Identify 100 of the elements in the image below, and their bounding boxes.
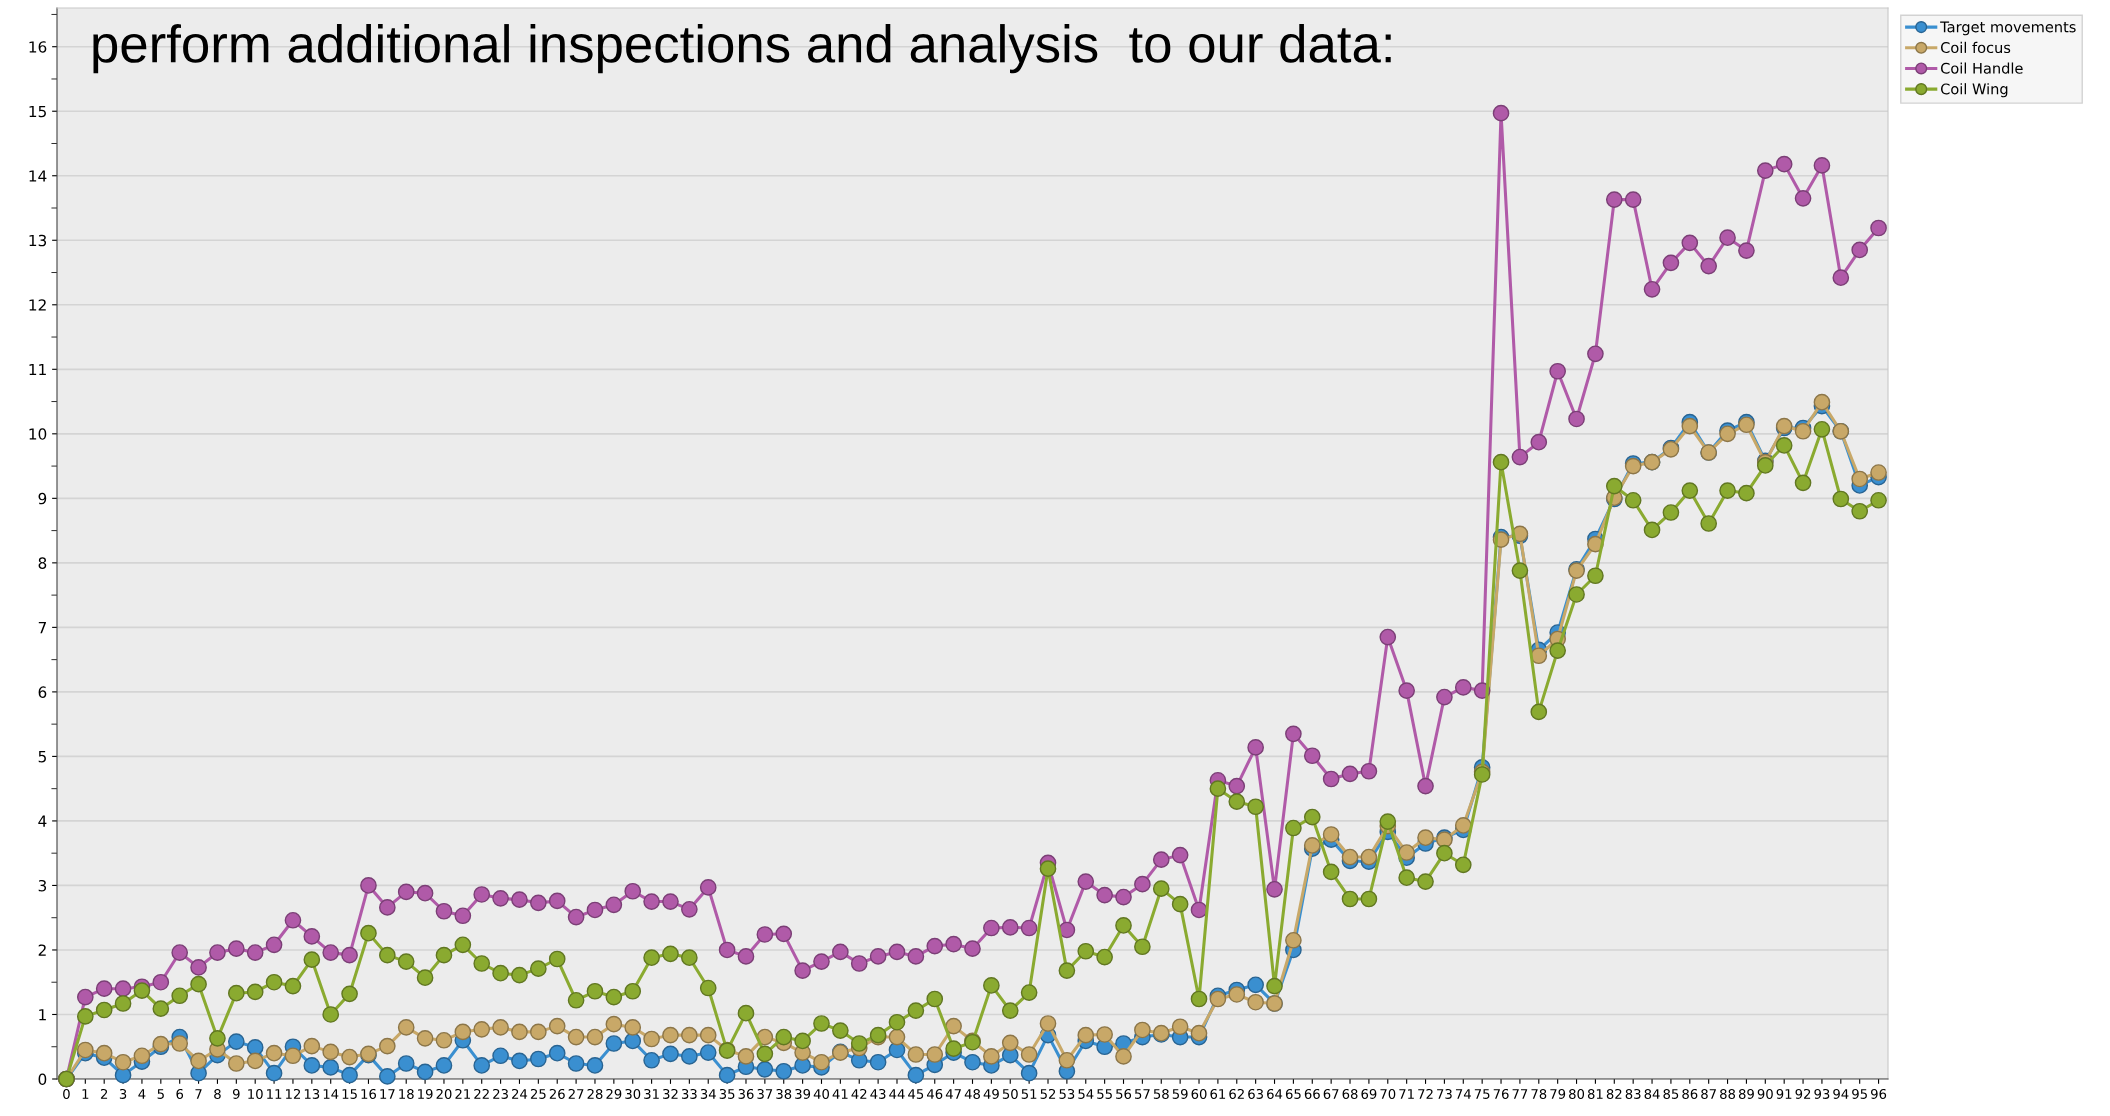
x-tick-label: 22 — [474, 1088, 489, 1099]
x-tick-label: 81 — [1587, 1088, 1603, 1099]
x-tick-label: 19 — [418, 1088, 433, 1099]
x-tick-label: 4 — [138, 1089, 146, 1099]
x-tick-label: 7 — [195, 1089, 202, 1099]
x-tick-label: 89 — [1738, 1088, 1754, 1099]
x-tick-label: 11 — [267, 1089, 282, 1099]
y-tick-label: 12 — [29, 299, 46, 311]
x-tick-label: 30 — [625, 1088, 641, 1099]
x-tick-label: 28 — [587, 1088, 603, 1099]
x-tick-label: 73 — [1437, 1088, 1452, 1099]
x-tick-label: 90 — [1757, 1088, 1773, 1099]
x-tick-label: 56 — [1116, 1088, 1132, 1099]
x-tick-label: 87 — [1701, 1088, 1716, 1099]
chart-title: perform additional inspections and analysis to our data: — [93, 24, 1391, 74]
x-tick-label: 74 — [1455, 1089, 1471, 1099]
x-tick-label: 12 — [286, 1088, 301, 1099]
x-tick-label: 96 — [1871, 1088, 1887, 1099]
x-tick-label: 39 — [795, 1088, 811, 1099]
x-tick-label: 5 — [157, 1089, 164, 1099]
x-tick-label: 82 — [1606, 1088, 1622, 1099]
x-tick-label: 60 — [1191, 1088, 1207, 1099]
x-tick-label: 8 — [214, 1088, 221, 1099]
y-tick-label: 13 — [29, 234, 47, 247]
x-tick-label: 37 — [757, 1088, 773, 1099]
x-tick-label: 27 — [568, 1088, 584, 1099]
x-tick-label: 38 — [776, 1088, 792, 1099]
x-tick-label: 65 — [1285, 1088, 1301, 1099]
x-tick-label: 29 — [606, 1088, 622, 1099]
x-tick-label: 16 — [361, 1088, 377, 1099]
y-tick-label: 3 — [38, 879, 47, 892]
legend-label: Coil Handle — [1940, 62, 2023, 74]
x-tick-label: 63 — [1248, 1088, 1263, 1099]
x-tick-label: 32 — [663, 1088, 678, 1099]
x-tick-label: 10 — [248, 1088, 263, 1099]
x-tick-label: 45 — [908, 1089, 924, 1099]
x-tick-label: 61 — [1210, 1088, 1226, 1099]
x-tick-label: 40 — [813, 1088, 830, 1099]
x-tick-label: 78 — [1531, 1088, 1547, 1099]
x-tick-label: 76 — [1493, 1088, 1509, 1099]
x-tick-label: 95 — [1852, 1088, 1867, 1099]
y-tick-label: 8 — [38, 557, 47, 569]
x-tick-label: 70 — [1380, 1088, 1396, 1099]
x-tick-label: 86 — [1682, 1088, 1698, 1099]
x-tick-label: 88 — [1720, 1088, 1736, 1099]
x-tick-label: 58 — [1153, 1088, 1169, 1099]
x-tick-label: 79 — [1550, 1088, 1566, 1099]
x-tick-label: 31 — [644, 1088, 659, 1099]
x-tick-label: 55 — [1097, 1089, 1112, 1099]
x-tick-label: 84 — [1644, 1088, 1660, 1099]
x-tick-label: 85 — [1663, 1088, 1679, 1099]
x-tick-label: 43 — [870, 1088, 886, 1099]
x-tick-label: 24 — [512, 1088, 528, 1099]
y-tick-label: 9 — [38, 492, 47, 505]
x-tick-label: 68 — [1342, 1088, 1358, 1099]
x-tick-label: 50 — [1002, 1088, 1018, 1099]
x-tick-label: 15 — [342, 1089, 357, 1099]
x-tick-label: 57 — [1135, 1089, 1150, 1099]
x-tick-label: 20 — [436, 1088, 452, 1099]
x-tick-label: 36 — [738, 1088, 754, 1099]
x-tick-label: 67 — [1323, 1088, 1339, 1099]
x-tick-label: 59 — [1172, 1088, 1188, 1099]
x-tick-label: 25 — [530, 1088, 546, 1099]
y-tick-label: 2 — [38, 944, 46, 956]
x-tick-label: 91 — [1776, 1088, 1792, 1099]
y-tick-label: 15 — [29, 105, 46, 118]
x-tick-label: 3 — [119, 1088, 127, 1099]
x-tick-label: 0 — [63, 1088, 70, 1099]
x-tick-label: 75 — [1474, 1089, 1490, 1099]
x-tick-label: 2 — [100, 1088, 108, 1099]
x-tick-label: 33 — [681, 1088, 697, 1099]
x-tick-label: 93 — [1814, 1088, 1830, 1099]
x-tick-label: 71 — [1399, 1089, 1414, 1099]
x-tick-label: 48 — [964, 1088, 980, 1099]
x-tick-label: 83 — [1625, 1088, 1641, 1099]
y-tick-label: 6 — [38, 686, 47, 698]
x-tick-label: 66 — [1304, 1088, 1320, 1099]
x-tick-label: 92 — [1795, 1088, 1811, 1099]
x-tick-label: 17 — [380, 1089, 395, 1099]
y-tick-label: 5 — [38, 751, 46, 763]
x-tick-label: 1 — [82, 1089, 89, 1099]
x-tick-label: 35 — [719, 1088, 735, 1099]
x-tick-label: 26 — [549, 1088, 565, 1099]
x-tick-label: 46 — [927, 1088, 943, 1099]
y-tick-label: 1 — [39, 1009, 46, 1021]
y-tick-label: 10 — [29, 428, 47, 440]
x-tick-label: 47 — [945, 1089, 961, 1099]
x-tick-label: 41 — [832, 1089, 848, 1099]
x-tick-label: 44 — [889, 1089, 905, 1099]
x-tick-label: 77 — [1512, 1089, 1528, 1099]
x-tick-label: 53 — [1059, 1088, 1075, 1099]
x-tick-label: 54 — [1078, 1089, 1094, 1099]
x-tick-label: 64 — [1267, 1088, 1283, 1099]
x-tick-label: 52 — [1040, 1088, 1056, 1099]
legend-label: Coil focus — [1940, 41, 2011, 54]
x-tick-label: 23 — [493, 1088, 508, 1099]
y-tick-label: 4 — [38, 815, 47, 827]
x-tick-label: 62 — [1229, 1088, 1244, 1099]
x-tick-label: 34 — [700, 1088, 716, 1099]
x-tick-label: 94 — [1833, 1088, 1849, 1099]
